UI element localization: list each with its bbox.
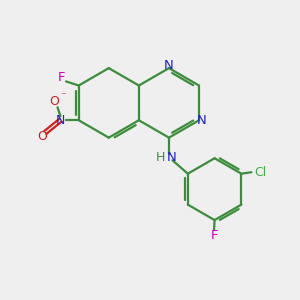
Text: N: N — [164, 59, 174, 72]
Text: Cl: Cl — [254, 166, 266, 179]
Text: F: F — [210, 229, 218, 242]
Text: ⁻: ⁻ — [60, 92, 66, 102]
Text: N: N — [167, 151, 176, 164]
Text: N: N — [197, 114, 207, 127]
Text: N: N — [56, 114, 65, 127]
Text: O: O — [37, 130, 47, 143]
Text: H: H — [156, 151, 165, 164]
Text: F: F — [57, 71, 65, 84]
Text: O: O — [49, 95, 59, 108]
